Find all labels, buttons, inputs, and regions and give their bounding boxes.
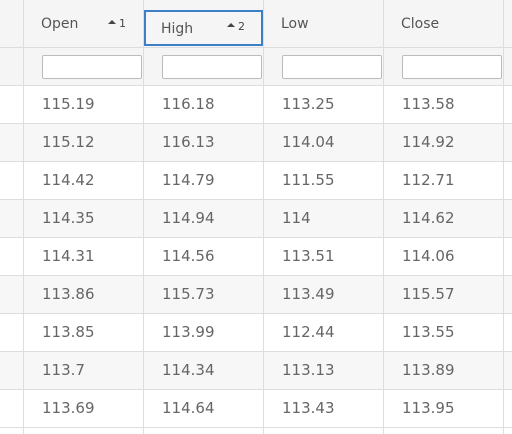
filter-input-close[interactable]	[402, 55, 502, 79]
table-row[interactable]: 114.42 114.79 111.55 112.71	[0, 162, 512, 200]
column-divider	[383, 0, 384, 434]
cell-low[interactable]: 113.49	[282, 285, 335, 303]
cell-open[interactable]: 114.35	[42, 209, 95, 227]
cell-high[interactable]: 116.13	[162, 133, 215, 151]
sort-ascending-icon	[108, 20, 116, 24]
cell-open[interactable]: 113.86	[42, 285, 95, 303]
table-row[interactable]: 114.31 114.56 113.51 114.06	[0, 238, 512, 276]
filter-input-low[interactable]	[282, 55, 382, 79]
cell-low[interactable]: 113.25	[282, 95, 335, 113]
column-divider	[263, 0, 264, 434]
column-header-low[interactable]: Low	[264, 0, 384, 48]
column-header-label: Open	[41, 16, 79, 32]
column-header-label: Low	[281, 16, 309, 32]
cell-close[interactable]: 113.95	[402, 399, 455, 417]
column-header-label: Close	[401, 16, 440, 32]
cell-low[interactable]: 111.55	[282, 171, 335, 189]
cell-open[interactable]: 113.7	[42, 361, 85, 379]
cell-low[interactable]: 113.51	[282, 247, 335, 265]
cell-low[interactable]: 114	[282, 209, 311, 227]
cell-open[interactable]: 113.85	[42, 323, 95, 341]
table-row[interactable]: 113.86 115.73 113.49 115.57	[0, 276, 512, 314]
cell-close[interactable]: 113.55	[402, 323, 455, 341]
cell-high[interactable]: 114.94	[162, 209, 215, 227]
cell-high[interactable]: 114.64	[162, 399, 215, 417]
cell-close[interactable]: 115.57	[402, 285, 455, 303]
table-row[interactable]: 114.35 114.94 114 114.62	[0, 200, 512, 238]
column-header-label: High	[161, 21, 194, 37]
cell-low[interactable]: 113.13	[282, 361, 335, 379]
table-row[interactable]: 115.19 116.18 113.25 113.58	[0, 86, 512, 124]
cell-close[interactable]: 113.89	[402, 361, 455, 379]
column-divider	[143, 0, 144, 434]
cell-high[interactable]: 115.73	[162, 285, 215, 303]
cell-high[interactable]: 114.56	[162, 247, 215, 265]
cell-open[interactable]: 114.31	[42, 247, 95, 265]
cell-open[interactable]: 115.19	[42, 95, 95, 113]
sort-order-number: 1	[119, 17, 126, 30]
cell-open[interactable]: 113.69	[42, 399, 95, 417]
filter-input-open[interactable]	[42, 55, 142, 79]
sort-order-number: 2	[238, 20, 245, 33]
cell-close[interactable]: 114.06	[402, 247, 455, 265]
cell-open[interactable]: 114.42	[42, 171, 95, 189]
cell-high[interactable]: 114.34	[162, 361, 215, 379]
filter-input-high[interactable]	[162, 55, 262, 79]
sort-indicator: 1	[108, 0, 126, 48]
column-header-open[interactable]: Open 1	[24, 0, 144, 48]
table-row[interactable]: 113.85 113.99 112.44 113.55	[0, 314, 512, 352]
table-row[interactable]: 113.69 114.64 113.43 113.95	[0, 390, 512, 428]
cell-close[interactable]: 114.62	[402, 209, 455, 227]
cell-low[interactable]: 112.44	[282, 323, 335, 341]
sort-ascending-icon	[227, 23, 235, 27]
cell-close[interactable]: 114.92	[402, 133, 455, 151]
cell-high[interactable]: 113.99	[162, 323, 215, 341]
filter-row	[0, 48, 512, 86]
sort-indicator: 2	[227, 10, 245, 44]
table-row[interactable]: 113.7 114.34 113.13 113.89	[0, 352, 512, 390]
table-row[interactable]: 115.12 116.13 114.04 114.92	[0, 124, 512, 162]
cell-close[interactable]: 113.58	[402, 95, 455, 113]
cell-close[interactable]: 112.71	[402, 171, 455, 189]
cell-high[interactable]: 116.18	[162, 95, 215, 113]
header-row: Open 1 High 2 Low Close	[0, 0, 512, 48]
cell-high[interactable]: 114.79	[162, 171, 215, 189]
column-divider	[503, 0, 504, 434]
cell-low[interactable]: 114.04	[282, 133, 335, 151]
column-header-close[interactable]: Close	[384, 0, 504, 48]
cell-low[interactable]: 113.43	[282, 399, 335, 417]
column-header-high[interactable]: High 2	[144, 10, 263, 46]
column-divider	[23, 0, 24, 434]
cell-open[interactable]: 115.12	[42, 133, 95, 151]
